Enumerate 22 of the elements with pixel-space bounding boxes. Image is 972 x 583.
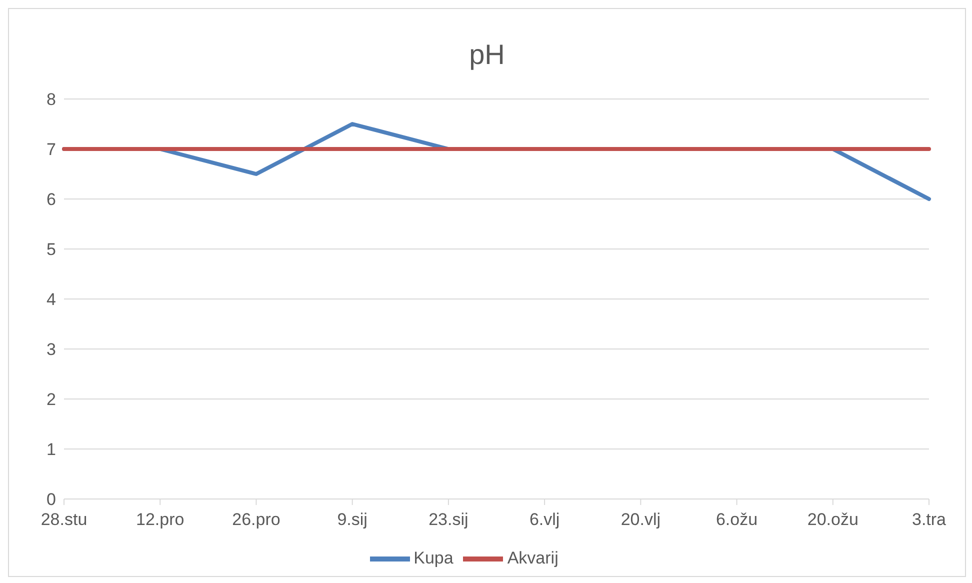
x-tick-label: 12.pro	[136, 510, 184, 530]
y-tick-label: 5	[46, 240, 56, 260]
y-tick-label: 6	[46, 190, 56, 210]
legend-label: Akvarij	[507, 548, 558, 568]
x-tick-label: 9.sij	[337, 510, 368, 530]
y-tick-label: 3	[46, 340, 56, 360]
x-tick-label: 28.stu	[40, 510, 88, 530]
y-tick-label: 7	[46, 140, 56, 160]
y-tick-label: 4	[46, 290, 56, 310]
x-tick-label: 23.sij	[428, 510, 468, 530]
x-tick-label: 20.vlj	[620, 510, 661, 530]
y-tick-label: 8	[46, 90, 56, 110]
legend-label: Kupa	[414, 548, 454, 568]
y-tick-label: 2	[46, 390, 56, 410]
x-tick-label: 20.ožu	[807, 510, 858, 530]
y-tick-label: 1	[46, 440, 56, 460]
x-tick-label: 26.pro	[232, 510, 280, 530]
x-tick-label: 6.ožu	[716, 510, 758, 530]
chart-title: pH	[468, 38, 506, 72]
x-tick-label: 6.vlj	[529, 510, 560, 530]
y-tick-label: 0	[46, 490, 56, 510]
x-tick-label: 3.tra	[912, 510, 947, 530]
